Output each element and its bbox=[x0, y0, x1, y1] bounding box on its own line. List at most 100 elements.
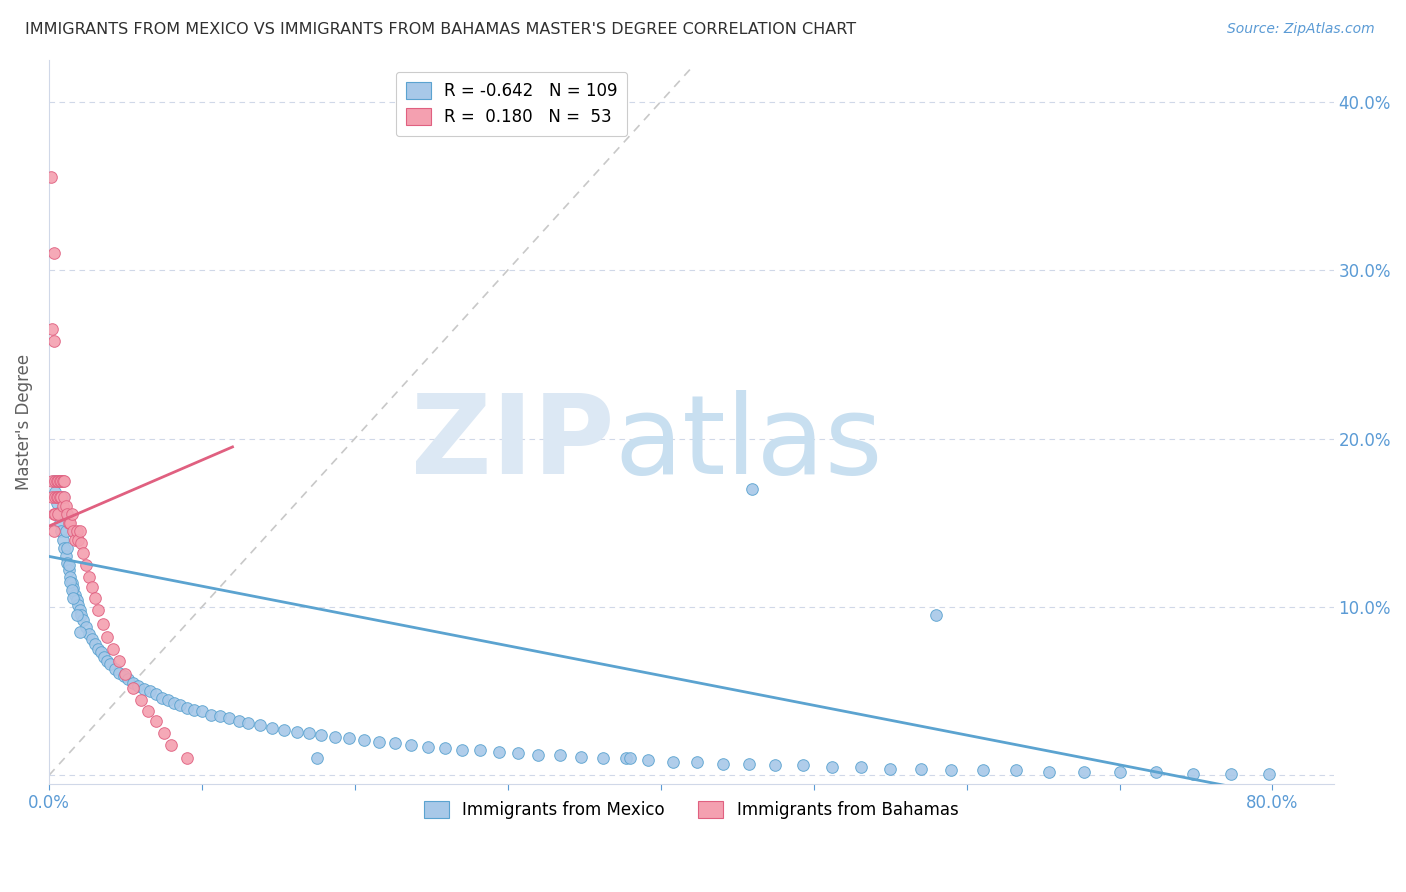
Point bbox=[46, 491, 69, 505]
Point bbox=[191, 704, 214, 718]
Point bbox=[368, 734, 391, 748]
Point bbox=[163, 696, 186, 710]
Point bbox=[53, 541, 76, 555]
Point bbox=[236, 716, 259, 731]
Point bbox=[1258, 766, 1281, 780]
Point bbox=[51, 524, 73, 538]
Point bbox=[41, 491, 63, 505]
Point bbox=[112, 669, 135, 683]
Point bbox=[353, 733, 375, 747]
Point bbox=[337, 731, 360, 746]
Point bbox=[45, 491, 67, 505]
Point bbox=[58, 516, 80, 530]
Point bbox=[305, 751, 328, 765]
Point bbox=[309, 728, 332, 742]
Point bbox=[132, 682, 155, 697]
Point bbox=[51, 474, 73, 488]
Point bbox=[42, 524, 65, 538]
Point bbox=[83, 591, 105, 606]
Point bbox=[87, 642, 110, 657]
Point bbox=[87, 603, 110, 617]
Point bbox=[384, 736, 406, 750]
Point bbox=[152, 726, 174, 740]
Text: IMMIGRANTS FROM MEXICO VS IMMIGRANTS FROM BAHAMAS MASTER'S DEGREE CORRELATION CH: IMMIGRANTS FROM MEXICO VS IMMIGRANTS FRO… bbox=[25, 22, 856, 37]
Point bbox=[127, 679, 149, 693]
Point bbox=[157, 692, 180, 706]
Point bbox=[56, 541, 79, 555]
Point bbox=[114, 667, 136, 681]
Point bbox=[285, 724, 308, 739]
Point bbox=[249, 718, 271, 732]
Point bbox=[323, 730, 346, 744]
Point bbox=[637, 753, 659, 767]
Point bbox=[65, 524, 87, 538]
Point bbox=[98, 657, 121, 672]
Point bbox=[614, 751, 637, 765]
Point bbox=[80, 580, 103, 594]
Point bbox=[55, 524, 77, 538]
Point bbox=[117, 673, 139, 687]
Point bbox=[488, 745, 510, 759]
Point bbox=[298, 726, 321, 740]
Point bbox=[619, 751, 641, 765]
Point bbox=[1004, 764, 1026, 778]
Point bbox=[103, 642, 125, 657]
Point bbox=[104, 662, 127, 676]
Point bbox=[63, 588, 86, 602]
Point bbox=[39, 170, 62, 185]
Point bbox=[941, 764, 963, 778]
Point bbox=[821, 760, 844, 774]
Point bbox=[69, 603, 91, 617]
Point bbox=[53, 491, 76, 505]
Point bbox=[451, 743, 474, 757]
Point bbox=[200, 707, 222, 722]
Point bbox=[273, 723, 295, 737]
Point bbox=[686, 755, 709, 769]
Point bbox=[48, 516, 70, 530]
Point bbox=[41, 474, 63, 488]
Point bbox=[44, 485, 66, 500]
Point bbox=[972, 764, 994, 778]
Point bbox=[90, 645, 112, 659]
Point bbox=[69, 524, 91, 538]
Point bbox=[1144, 764, 1167, 779]
Point bbox=[925, 608, 948, 623]
Point bbox=[122, 681, 145, 695]
Point bbox=[48, 491, 70, 505]
Point bbox=[910, 762, 932, 776]
Point bbox=[44, 508, 66, 522]
Point bbox=[63, 533, 86, 547]
Point bbox=[1038, 764, 1060, 779]
Point bbox=[60, 508, 83, 522]
Point bbox=[738, 756, 761, 771]
Point bbox=[41, 322, 63, 336]
Point bbox=[713, 756, 735, 771]
Point bbox=[592, 751, 614, 765]
Point bbox=[44, 491, 66, 505]
Point bbox=[1181, 766, 1204, 780]
Point bbox=[77, 627, 100, 641]
Point bbox=[765, 758, 787, 772]
Point bbox=[59, 569, 82, 583]
Point bbox=[80, 632, 103, 646]
Point bbox=[470, 743, 492, 757]
Point bbox=[66, 599, 89, 613]
Point bbox=[42, 508, 65, 522]
Point bbox=[45, 495, 67, 509]
Text: Source: ZipAtlas.com: Source: ZipAtlas.com bbox=[1227, 22, 1375, 37]
Point bbox=[70, 536, 93, 550]
Point bbox=[44, 474, 66, 488]
Point bbox=[401, 738, 423, 752]
Point bbox=[53, 474, 76, 488]
Point bbox=[42, 246, 65, 260]
Point bbox=[46, 474, 69, 488]
Point bbox=[138, 704, 160, 718]
Point bbox=[662, 755, 685, 769]
Point bbox=[108, 654, 131, 668]
Point bbox=[52, 533, 75, 547]
Point bbox=[527, 748, 550, 763]
Text: atlas: atlas bbox=[614, 390, 883, 497]
Point bbox=[145, 688, 167, 702]
Point bbox=[51, 474, 73, 488]
Point bbox=[46, 506, 69, 520]
